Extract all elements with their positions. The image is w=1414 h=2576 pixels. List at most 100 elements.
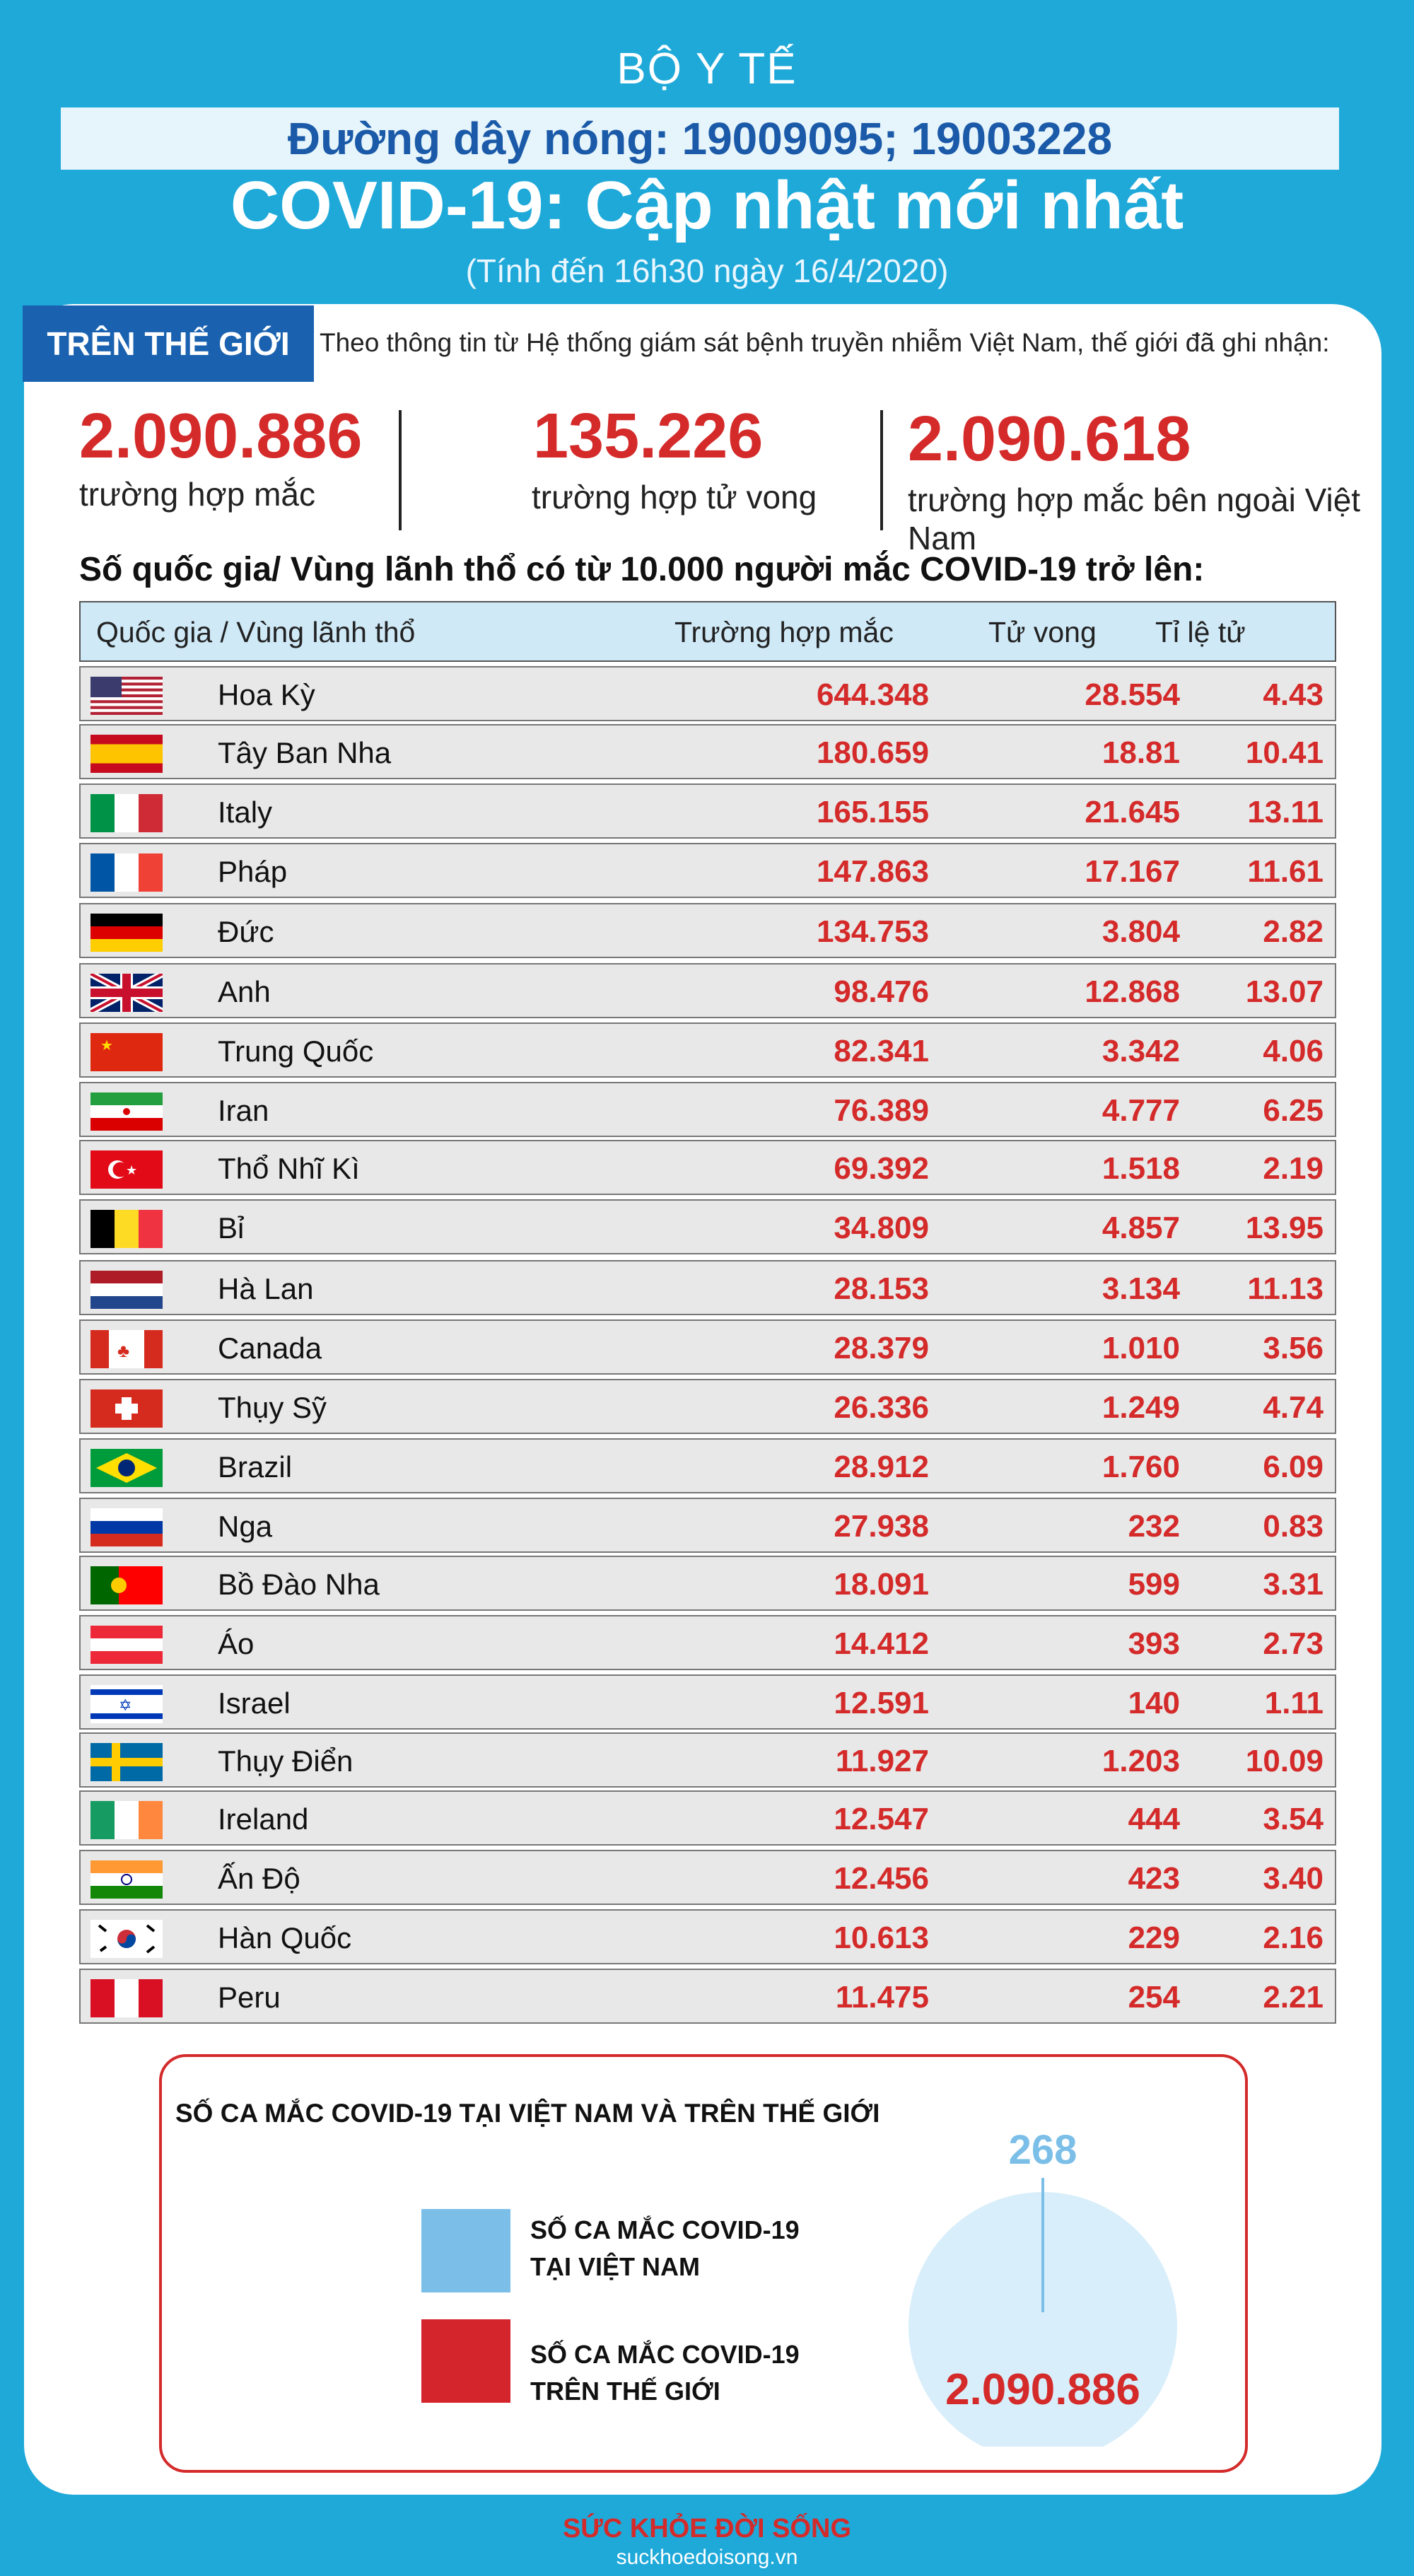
cases-cell: 12.456	[834, 1861, 929, 1896]
country-flag-icon	[90, 1801, 163, 1839]
rate-cell: 3.40	[1263, 1861, 1324, 1896]
country-flag-icon	[90, 1860, 163, 1899]
country-flag-icon	[90, 914, 163, 952]
country-flag-icon	[90, 735, 163, 773]
country-name: Peru	[218, 1981, 281, 2014]
country-flag-icon	[90, 1210, 163, 1248]
stat-total-cases-label: trường hợp mắc	[79, 476, 316, 513]
country-name: Brazil	[218, 1450, 293, 1484]
table-row: Hàn Quốc 10.613 229 2.16	[79, 1909, 1336, 1964]
svg-text:✡: ✡	[119, 1696, 132, 1714]
country-flag-icon	[90, 1920, 163, 1958]
cases-cell: 134.753	[816, 914, 929, 949]
deaths-cell: 444	[1128, 1802, 1180, 1836]
country-name: Thụy Điển	[218, 1744, 354, 1778]
country-name: Đức	[218, 915, 274, 948]
stat-divider	[880, 410, 883, 530]
country-flag-icon	[90, 1271, 163, 1309]
table-row: Ấn Độ 12.456 423 3.40	[79, 1850, 1336, 1905]
cases-cell: 11.475	[835, 1980, 929, 2015]
legend-vietnam-label: SỐ CA MẮC COVID-19 TẠI VIỆT NAM	[530, 2212, 800, 2285]
table-row: Anh 98.476 12.868 13.07	[79, 963, 1336, 1018]
legend-world-line2: TRÊN THẾ GIỚI	[530, 2377, 720, 2406]
page-subtitle: (Tính đến 16h30 ngày 16/4/2020)	[465, 252, 949, 289]
country-flag-icon: ★	[90, 1150, 163, 1189]
stat-deaths-label: trường hợp tử vong	[532, 479, 817, 515]
deaths-cell: 1.760	[1102, 1450, 1180, 1484]
country-name: Pháp	[218, 855, 288, 888]
rate-cell: 0.83	[1263, 1509, 1324, 1544]
table-row: Thụy Sỹ 26.336 1.249 4.74	[79, 1379, 1336, 1434]
stat-divider	[399, 410, 402, 530]
country-name: Ireland	[218, 1802, 309, 1836]
rate-cell: 6.09	[1263, 1450, 1324, 1484]
country-flag-icon	[90, 1626, 163, 1664]
rate-cell: 1.11	[1264, 1686, 1324, 1720]
rate-cell: 10.41	[1245, 735, 1324, 770]
cases-cell: 28.379	[834, 1331, 929, 1365]
cases-cell: 12.591	[834, 1686, 929, 1720]
cases-cell: 180.659	[816, 735, 929, 770]
rate-cell: 2.19	[1263, 1151, 1324, 1186]
table-row: Nga 27.938 232 0.83	[79, 1498, 1336, 1553]
deaths-cell: 140	[1128, 1686, 1180, 1720]
country-name: Nga	[218, 1510, 273, 1543]
table-row: Peru 11.475 254 2.21	[79, 1969, 1336, 2024]
cases-cell: 14.412	[834, 1626, 929, 1661]
table-header: Quốc gia / Vùng lãnh thổ Trường hợp mắc …	[79, 601, 1336, 708]
table-row: Đức 134.753 3.804 2.82	[79, 903, 1336, 958]
country-name: Trung Quốc	[218, 1035, 374, 1068]
country-flag-icon	[90, 974, 163, 1012]
country-name: Bỉ	[218, 1211, 245, 1245]
deaths-cell: 17.167	[1085, 854, 1180, 889]
stat-outside-vn-label: trường hợp mắc bên ngoài Việt Nam	[908, 482, 1361, 556]
country-name: Thổ Nhĩ Kì	[218, 1152, 360, 1185]
stat-deaths: 135.226	[533, 401, 764, 472]
header-cases: Trường hợp mắc	[674, 616, 894, 648]
cases-cell: 11.927	[835, 1744, 929, 1778]
site-url: suckhoedoisong.vn	[616, 2546, 798, 2569]
rate-cell: 13.11	[1247, 795, 1324, 829]
rate-cell: 2.73	[1263, 1626, 1324, 1661]
legend-world-label: SỐ CA MẮC COVID-19 TRÊN THẾ GIỚI	[530, 2336, 800, 2410]
cases-cell: 10.613	[834, 1921, 929, 1955]
rate-cell: 2.82	[1263, 914, 1324, 949]
country-name: Tây Ban Nha	[218, 736, 392, 769]
cases-cell: 82.341	[834, 1034, 929, 1068]
rate-cell: 4.74	[1263, 1390, 1324, 1425]
cases-cell: 28.153	[834, 1271, 929, 1306]
country-flag-icon	[90, 1566, 163, 1604]
cases-cell: 76.389	[834, 1093, 929, 1128]
country-name: Iran	[218, 1094, 269, 1127]
header-deaths: Tử vong	[988, 616, 1097, 648]
table-row: Brazil 28.912 1.760 6.09	[79, 1438, 1336, 1493]
deaths-cell: 28.554	[1085, 677, 1180, 712]
table-row: Pháp 147.863 17.167 11.61	[79, 843, 1336, 898]
country-flag-icon	[90, 677, 163, 715]
intro-text: Theo thông tin từ Hệ thống giám sát bệnh…	[320, 328, 1330, 357]
deaths-cell: 1.518	[1102, 1151, 1180, 1186]
table-row: Thụy Điển 11.927 1.203 10.09	[79, 1732, 1336, 1788]
country-flag-icon: ✡	[90, 1685, 163, 1723]
table-row: Ireland 12.547 444 3.54	[79, 1790, 1336, 1846]
table-row: ♣ Canada 28.379 1.010 3.56	[79, 1319, 1336, 1375]
stat-total-cases: 2.090.886	[79, 401, 363, 472]
deaths-cell: 1.010	[1102, 1331, 1180, 1365]
deaths-cell: 232	[1128, 1509, 1180, 1544]
table-row: Hà Lan 28.153 3.134 11.13	[79, 1260, 1336, 1315]
deaths-cell: 18.81	[1102, 735, 1180, 770]
country-name: Áo	[218, 1627, 255, 1660]
country-flag-icon	[90, 1092, 163, 1131]
cases-cell: 27.938	[834, 1509, 929, 1544]
deaths-cell: 21.645	[1085, 795, 1180, 829]
table-row: Hoa Kỳ 644.348 28.554 4.43	[79, 666, 1336, 721]
rate-cell: 3.54	[1263, 1802, 1324, 1836]
country-flag-icon	[90, 1743, 163, 1781]
deaths-cell: 393	[1128, 1626, 1180, 1661]
deaths-cell: 12.868	[1085, 974, 1180, 1009]
rate-cell: 13.95	[1245, 1211, 1324, 1245]
table-row: ✡ Israel 12.591 140 1.11	[79, 1674, 1336, 1730]
table-row: Iran 76.389 4.777 6.25	[79, 1082, 1336, 1137]
cases-cell: 69.392	[834, 1151, 929, 1186]
section-title: Số quốc gia/ Vùng lãnh thổ có từ 10.000 …	[79, 551, 1205, 588]
